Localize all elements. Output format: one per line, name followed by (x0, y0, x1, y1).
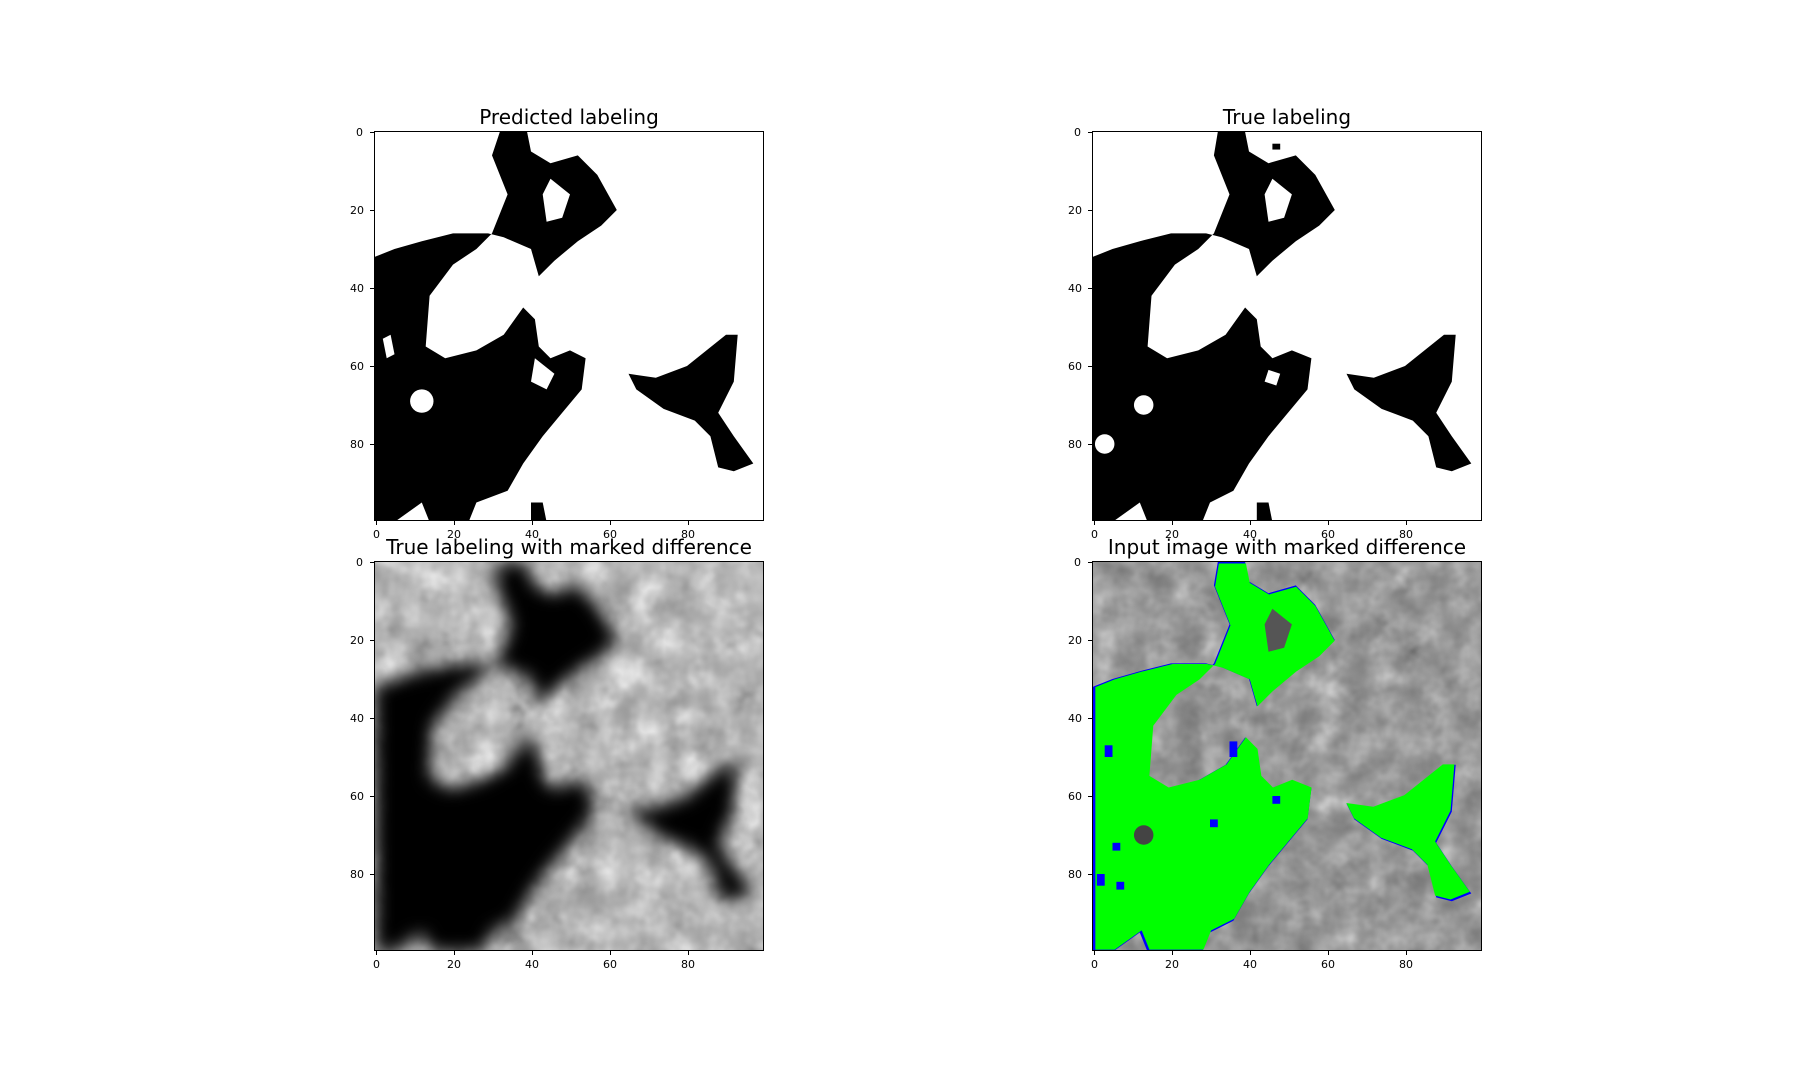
x-tick-label: 40 (1243, 958, 1257, 971)
x-tick-label: 20 (447, 528, 461, 541)
panel-title: Input image with marked difference (1107, 535, 1467, 559)
y-tick-label: 60 (1068, 790, 1082, 803)
panel-true-labeling-with-difference: True labeling with marked difference (350, 537, 764, 991)
difference-overlay (1093, 562, 1472, 950)
y-tick-label: 20 (350, 634, 364, 647)
x-tick-label: 0 (373, 528, 380, 541)
black-regions (375, 132, 754, 520)
y-tick-label: 60 (350, 790, 364, 803)
y-tick-label: 40 (1068, 282, 1082, 295)
x-tick-label: 20 (1165, 528, 1179, 541)
panel-predicted-labeling: Predicted labeling 0 20 40 60 80 0 20 40… (350, 107, 764, 561)
y-tick-label: 40 (1068, 712, 1082, 725)
y-tick-label: 80 (1068, 438, 1082, 451)
y-tick-label: 60 (350, 360, 364, 373)
x-tick-label: 0 (1091, 528, 1098, 541)
y-tick-label: 40 (350, 282, 364, 295)
dark-regions (375, 562, 754, 950)
y-tick-label: 60 (1068, 360, 1082, 373)
x-tick-label: 0 (373, 958, 380, 971)
x-tick-label: 80 (681, 528, 695, 541)
y-tick-label: 80 (350, 868, 364, 881)
y-tick-label: 0 (356, 126, 363, 139)
x-tick-label: 60 (1321, 958, 1335, 971)
y-tick-label: 20 (350, 204, 364, 217)
x-tick-label: 40 (525, 958, 539, 971)
y-tick-label: 80 (350, 438, 364, 451)
input-image-difference (1092, 561, 1482, 951)
x-tick-label: 60 (1321, 528, 1335, 541)
black-regions (1093, 132, 1472, 520)
panel-true-labeling: True labeling 0 20 40 60 80 0 20 40 60 8… (1068, 107, 1482, 561)
y-tick-label: 20 (1068, 634, 1082, 647)
y-tick-label: 0 (1074, 126, 1081, 139)
x-tick-label: 60 (603, 958, 617, 971)
x-tick-label: 80 (1399, 528, 1413, 541)
panel-title: True labeling (1222, 105, 1352, 129)
x-tick-label: 80 (681, 958, 695, 971)
x-tick-label: 20 (1165, 958, 1179, 971)
y-tick-label: 0 (1074, 556, 1081, 569)
x-tick-label: 40 (525, 528, 539, 541)
x-tick-label: 20 (447, 958, 461, 971)
x-tick-label: 0 (1091, 958, 1098, 971)
panel-title: Predicted labeling (479, 105, 659, 129)
y-tick-label: 0 (356, 556, 363, 569)
y-tick-label: 80 (1068, 868, 1082, 881)
true-labeling-difference-image (374, 561, 764, 951)
x-tick-label: 40 (1243, 528, 1257, 541)
predicted-labeling-image (374, 131, 764, 521)
panel-input-image-with-difference: Input image with marked difference (1068, 537, 1482, 991)
y-tick-label: 40 (350, 712, 364, 725)
y-tick-label: 20 (1068, 204, 1082, 217)
x-tick-label: 80 (1399, 958, 1413, 971)
panel-title: True labeling with marked difference (386, 535, 752, 559)
true-labeling-image (1092, 131, 1482, 521)
x-tick-label: 60 (603, 528, 617, 541)
